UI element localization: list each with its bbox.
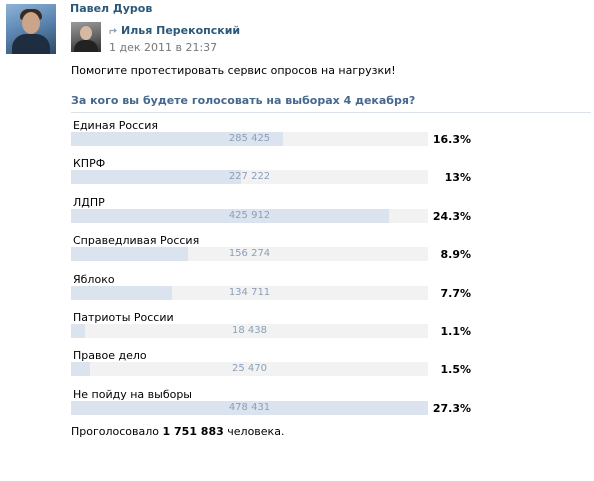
poll-option-bar: 478 431: [71, 400, 428, 415]
avatar-head: [22, 12, 40, 34]
poll-option[interactable]: Не пойду на выборы 478 431 27.3%: [71, 388, 591, 426]
poll-option-bar: 18 438: [71, 324, 428, 338]
post-author-link[interactable]: Павел Дуров: [70, 2, 153, 15]
poll-total-prefix: Проголосовало: [71, 425, 160, 438]
poll-total-count: 1 751 883: [162, 425, 224, 438]
repost-author-avatar[interactable]: [71, 22, 101, 52]
poll-option-bar-fill: [71, 247, 188, 262]
avatar-body: [74, 40, 98, 52]
poll-option[interactable]: Правое дело 25 470 1.5%: [71, 349, 591, 387]
poll-option-count: 425 912: [228, 209, 271, 221]
poll-option-percent: 1.5%: [440, 363, 471, 377]
poll-option-label: КПРФ: [73, 157, 106, 171]
post-text: Помогите протестировать сервис опросов н…: [71, 64, 396, 77]
poll-option-bar: 134 711: [71, 285, 428, 300]
repost-line: Илья Перекопский: [109, 24, 240, 37]
poll-option[interactable]: Патриоты России 18 438 1.1%: [71, 311, 591, 349]
poll-option-count: 18 438: [232, 325, 267, 336]
poll-option-bar: 25 470: [71, 362, 428, 377]
poll-option-percent: 24.3%: [432, 209, 471, 223]
poll-option-bar-fill: [71, 170, 241, 185]
author-avatar[interactable]: [6, 4, 56, 54]
poll-total-suffix: человека.: [227, 425, 285, 438]
poll-option[interactable]: Яблоко 134 711 7.7%: [71, 273, 591, 311]
poll-option-percent: 7.7%: [440, 286, 471, 300]
poll-option-label: Яблоко: [73, 272, 115, 286]
poll-option-count: 25 470: [232, 363, 267, 375]
poll-option-bar: 285 425: [71, 132, 428, 146]
poll-option-label: ЛДПР: [73, 195, 105, 209]
poll-option-count: 156 274: [228, 248, 271, 260]
poll-option-percent: 16.3%: [432, 133, 471, 146]
avatar-body: [12, 34, 50, 54]
poll-option-bar: 425 912: [71, 208, 428, 223]
poll-option-bar-fill: [71, 208, 389, 223]
poll-option-bar: 227 222: [71, 170, 428, 185]
poll-option-label: Не пойду на выборы: [73, 387, 192, 401]
poll-option-bar-fill: [71, 400, 428, 415]
avatar-head: [80, 26, 92, 40]
poll-option-label: Патриоты России: [73, 311, 174, 324]
poll-option-count: 227 222: [228, 171, 271, 183]
poll-title: За кого вы будете голосовать на выборах …: [71, 94, 591, 113]
poll-option-percent: 8.9%: [440, 248, 471, 262]
poll-option-percent: 1.1%: [440, 325, 471, 338]
poll-option-bar-fill: [71, 285, 172, 300]
poll-option[interactable]: ЛДПР 425 912 24.3%: [71, 196, 591, 234]
poll-option-count: 134 711: [228, 286, 271, 298]
poll-option-label: Единая Россия: [73, 119, 158, 132]
poll-option-label: Правое дело: [73, 349, 147, 363]
poll-option[interactable]: Справедливая Россия 156 274 8.9%: [71, 234, 591, 272]
poll-option[interactable]: КПРФ 227 222 13%: [71, 157, 591, 195]
poll-option-count: 478 431: [228, 401, 271, 413]
poll-option-bar: 156 274: [71, 247, 428, 262]
poll-option-percent: 27.3%: [432, 401, 471, 415]
poll-total: Проголосовало 1 751 883 человека.: [71, 425, 284, 438]
poll-option-bar-fill: [71, 362, 90, 377]
repost-author-link[interactable]: Илья Перекопский: [121, 24, 241, 37]
poll-option-percent: 13%: [444, 171, 471, 185]
poll-option[interactable]: Единая Россия 285 425 16.3%: [71, 119, 591, 157]
poll-option-count: 285 425: [228, 133, 271, 144]
share-arrow-icon: [109, 28, 117, 34]
poll-option-bar-fill: [71, 132, 283, 146]
poll-option-label: Справедливая Россия: [73, 234, 200, 248]
repost-date[interactable]: 1 дек 2011 в 21:37: [109, 41, 218, 54]
poll-option-bar-fill: [71, 324, 85, 338]
